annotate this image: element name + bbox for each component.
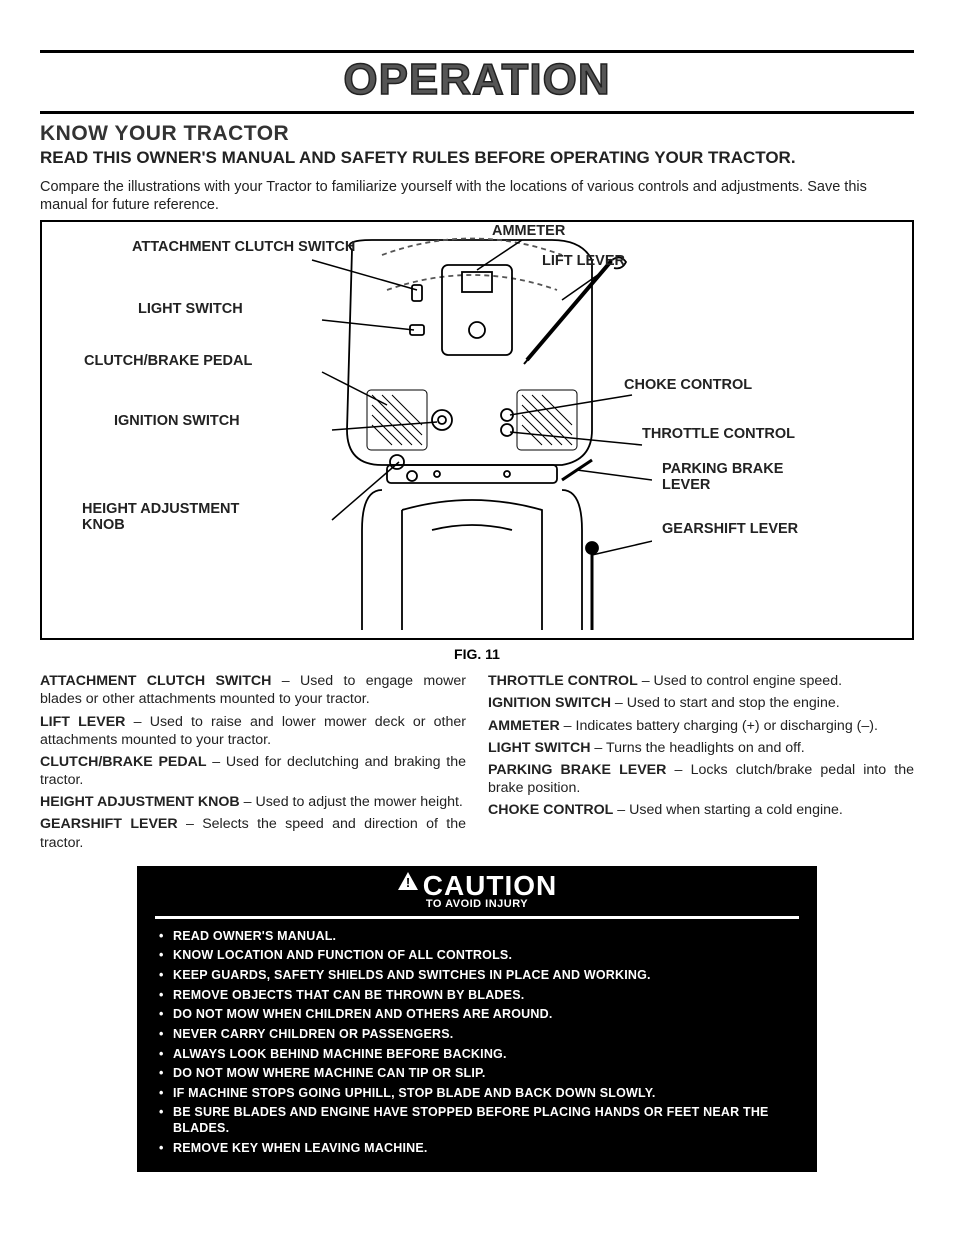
label-line1: HEIGHT ADJUSTMENT bbox=[82, 501, 239, 517]
caution-item: KNOW LOCATION AND FUNCTION OF ALL CONTRO… bbox=[173, 948, 789, 964]
definition-item: LIFT LEVER – Used to raise and lower mow… bbox=[40, 713, 466, 749]
label-clutch-brake-pedal: CLUTCH/BRAKE PEDAL bbox=[84, 354, 252, 370]
caution-header: ! CAUTION TO AVOID INJURY bbox=[137, 866, 817, 910]
caution-item: IF MACHINE STOPS GOING UPHILL, STOP BLAD… bbox=[173, 1086, 789, 1102]
label-ignition-switch: IGNITION SWITCH bbox=[114, 414, 240, 430]
label-ammeter: AMMETER bbox=[492, 224, 565, 240]
label-line2: LEVER bbox=[662, 477, 710, 493]
caution-item: BE SURE BLADES AND ENGINE HAVE STOPPED B… bbox=[173, 1105, 789, 1136]
definition-item: AMMETER – Indicates battery charging (+)… bbox=[488, 717, 914, 735]
intro-text: Compare the illustrations with your Trac… bbox=[40, 178, 914, 214]
page-title: OPERATION bbox=[40, 50, 914, 114]
definition-item: ATTACHMENT CLUTCH SWITCH – Used to engag… bbox=[40, 672, 466, 708]
definition-item: GEARSHIFT LEVER – Selects the speed and … bbox=[40, 815, 466, 851]
definition-item: THROTTLE CONTROL – Used to control engin… bbox=[488, 672, 914, 690]
label-light-switch: LIGHT SWITCH bbox=[138, 302, 243, 318]
caution-divider bbox=[155, 916, 799, 919]
definition-term: LIGHT SWITCH bbox=[488, 740, 590, 756]
label-line2: KNOB bbox=[82, 517, 125, 533]
caution-item: READ OWNER'S MANUAL. bbox=[173, 929, 789, 945]
label-lift-lever: LIFT LEVER bbox=[542, 254, 625, 270]
definition-item: LIGHT SWITCH – Turns the headlights on a… bbox=[488, 739, 914, 757]
definition-item: CHOKE CONTROL – Used when starting a col… bbox=[488, 801, 914, 819]
label-attachment-clutch-switch: ATTACHMENT CLUTCH SWITCH bbox=[132, 240, 355, 256]
label-gearshift-lever: GEARSHIFT LEVER bbox=[662, 522, 798, 538]
section-heading: KNOW YOUR TRACTOR bbox=[40, 122, 914, 146]
definition-term: GEARSHIFT LEVER bbox=[40, 816, 178, 832]
diagram-figure: ATTACHMENT CLUTCH SWITCH AMMETER LIFT LE… bbox=[40, 220, 914, 640]
definition-term: AMMETER bbox=[488, 718, 560, 734]
caution-list: READ OWNER'S MANUAL. KNOW LOCATION AND FU… bbox=[137, 929, 817, 1157]
definition-item: PARKING BRAKE LEVER – Locks clutch/brake… bbox=[488, 761, 914, 797]
caution-item: REMOVE KEY WHEN LEAVING MACHINE. bbox=[173, 1141, 789, 1157]
definition-term: CLUTCH/BRAKE PEDAL bbox=[40, 754, 207, 770]
caution-item: REMOVE OBJECTS THAT CAN BE THROWN BY BLA… bbox=[173, 988, 789, 1004]
definition-term: LIFT LEVER bbox=[40, 714, 125, 730]
definitions-left-column: ATTACHMENT CLUTCH SWITCH – Used to engag… bbox=[40, 672, 466, 856]
definition-term: HEIGHT ADJUSTMENT KNOB bbox=[40, 794, 240, 810]
caution-item: NEVER CARRY CHILDREN OR PASSENGERS. bbox=[173, 1027, 789, 1043]
label-throttle-control: THROTTLE CONTROL bbox=[642, 427, 795, 443]
definitions-right-column: THROTTLE CONTROL – Used to control engin… bbox=[488, 672, 914, 856]
definition-term: ATTACHMENT CLUTCH SWITCH bbox=[40, 673, 271, 689]
caution-item: ALWAYS LOOK BEHIND MACHINE BEFORE BACKIN… bbox=[173, 1047, 789, 1063]
caution-item: DO NOT MOW WHERE MACHINE CAN TIP OR SLIP… bbox=[173, 1066, 789, 1082]
svg-text:!: ! bbox=[406, 875, 410, 890]
definition-term: THROTTLE CONTROL bbox=[488, 673, 638, 689]
label-parking-brake-lever: PARKING BRAKE LEVER bbox=[662, 462, 783, 494]
section-subheading: READ THIS OWNER'S MANUAL AND SAFETY RULE… bbox=[40, 148, 914, 168]
tractor-sketch bbox=[292, 230, 652, 630]
definition-item: CLUTCH/BRAKE PEDAL – Used for declutchin… bbox=[40, 753, 466, 789]
label-line1: PARKING BRAKE bbox=[662, 461, 783, 477]
caution-title: CAUTION bbox=[423, 870, 558, 902]
definition-term: CHOKE CONTROL bbox=[488, 802, 613, 818]
definition-item: IGNITION SWITCH – Used to start and stop… bbox=[488, 694, 914, 712]
caution-item: DO NOT MOW WHEN CHILDREN AND OTHERS ARE … bbox=[173, 1007, 789, 1023]
caution-subtitle: TO AVOID INJURY bbox=[137, 898, 817, 910]
definitions-columns: ATTACHMENT CLUTCH SWITCH – Used to engag… bbox=[40, 672, 914, 856]
caution-box: ! CAUTION TO AVOID INJURY READ OWNER'S M… bbox=[137, 866, 817, 1173]
caution-item: KEEP GUARDS, SAFETY SHIELDS AND SWITCHES… bbox=[173, 968, 789, 984]
figure-caption: FIG. 11 bbox=[40, 646, 914, 662]
definition-item: HEIGHT ADJUSTMENT KNOB – Used to adjust … bbox=[40, 793, 466, 811]
label-choke-control: CHOKE CONTROL bbox=[624, 378, 752, 394]
definition-term: IGNITION SWITCH bbox=[488, 695, 611, 711]
warning-triangle-icon: ! bbox=[397, 871, 419, 896]
definition-term: PARKING BRAKE LEVER bbox=[488, 762, 666, 778]
label-height-adjustment-knob: HEIGHT ADJUSTMENT KNOB bbox=[82, 502, 239, 534]
